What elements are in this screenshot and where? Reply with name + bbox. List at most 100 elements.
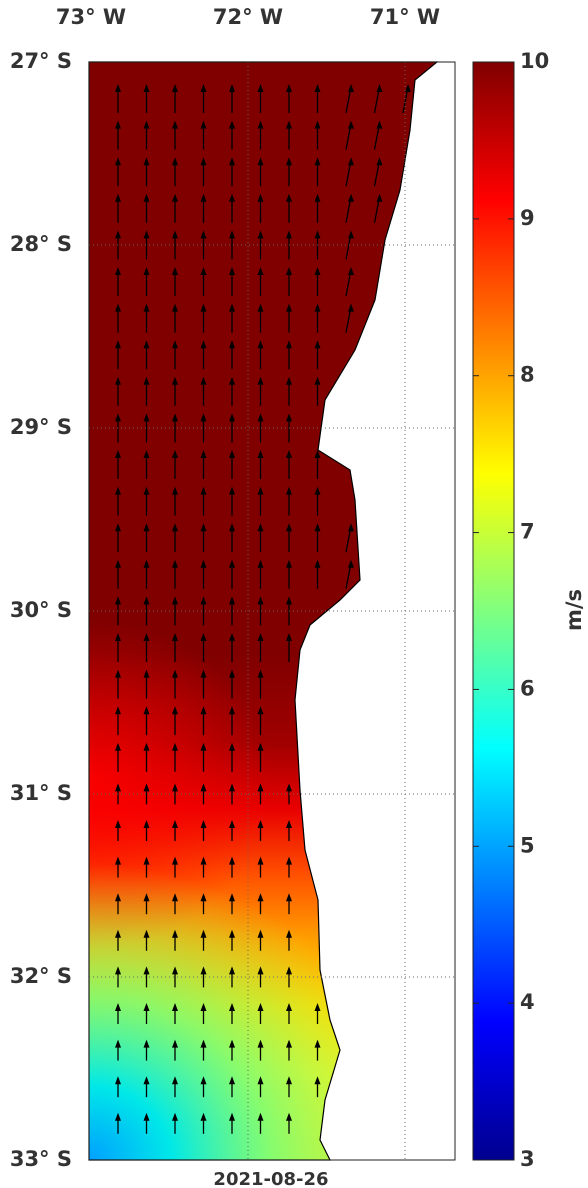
wind-arrow-head xyxy=(286,929,292,938)
wind-arrow-head xyxy=(405,84,411,92)
wind-arrow-head xyxy=(286,1003,292,1011)
grid xyxy=(89,62,455,1160)
wind-arrow-head xyxy=(257,783,264,792)
wind-arrow-head xyxy=(257,413,264,422)
lat-label: 33° S xyxy=(10,1147,72,1171)
wind-arrow-head xyxy=(229,1039,235,1048)
wind-arrow-head xyxy=(348,303,354,312)
wind-arrow-head xyxy=(257,742,264,751)
lat-label: 27° S xyxy=(10,49,72,73)
wind-arrow-head xyxy=(172,303,178,312)
wind-arrow-head xyxy=(115,596,121,605)
wind-arrow-head xyxy=(172,486,178,495)
wind-arrow-head xyxy=(286,633,292,641)
colorbar xyxy=(472,61,515,1161)
wind-arrow-head xyxy=(172,559,178,568)
wind-arrow-head xyxy=(200,742,207,751)
wind-arrow-head xyxy=(200,486,207,495)
wind-arrow-head xyxy=(143,1076,150,1085)
wind-arrow-head xyxy=(200,340,207,349)
wind-arrow-head xyxy=(286,820,292,828)
wind-arrow-head xyxy=(200,84,207,92)
wind-arrow-head xyxy=(200,783,207,792)
wind-arrow-head xyxy=(115,157,121,166)
wind-arrow-head xyxy=(200,523,207,532)
wind-arrow-head xyxy=(229,633,235,641)
lat-label: 32° S xyxy=(10,964,72,988)
wind-arrow-head xyxy=(143,1039,150,1048)
wind-arrow-head xyxy=(143,450,150,458)
wind-arrow-head xyxy=(229,820,235,828)
wind-arrow-head xyxy=(143,559,150,568)
lat-label: 28° S xyxy=(10,232,72,256)
wind-arrow-head xyxy=(200,376,207,385)
wind-arrow-head xyxy=(143,267,150,275)
wind-arrow-head xyxy=(286,559,292,568)
wind-arrow-head xyxy=(257,193,264,202)
wind-arrow-head xyxy=(257,1076,264,1085)
date-label: 2021-08-26 xyxy=(213,1169,328,1188)
colorbar-tick-label: 5 xyxy=(520,833,535,857)
wind-arrow-head xyxy=(115,929,121,938)
wind-arrow-head xyxy=(200,120,207,129)
wind-arrow-head xyxy=(200,1076,207,1085)
wind-arrow-head xyxy=(172,376,178,385)
wind-arrow-head xyxy=(143,669,150,678)
wind-arrow-head xyxy=(314,303,321,312)
wind-arrow-head xyxy=(257,340,264,349)
wind-arrow-head xyxy=(229,230,235,239)
wind-arrow-head xyxy=(172,523,178,532)
wind-arrow-head xyxy=(115,376,121,385)
wind-arrow-head xyxy=(257,303,264,312)
wind-arrow-head xyxy=(172,230,178,239)
wind-arrow-head xyxy=(143,340,150,349)
wind-arrow-head xyxy=(286,783,292,792)
wind-arrow-head xyxy=(257,120,264,129)
wind-arrow-head xyxy=(200,559,207,568)
wind-arrow-head xyxy=(172,1076,178,1085)
wind-arrow-head xyxy=(257,84,264,92)
wind-arrow-head xyxy=(286,340,292,349)
wind-arrow-head xyxy=(200,193,207,202)
lat-label: 29° S xyxy=(10,415,72,439)
wind-arrow-head xyxy=(348,559,354,568)
wind-arrow-head xyxy=(172,1112,178,1121)
wind-arrow-head xyxy=(229,523,235,532)
wind-arrow-head xyxy=(115,413,121,422)
colorbar-tick-label: 4 xyxy=(520,990,535,1014)
wind-arrow-head xyxy=(115,193,121,202)
wind-arrow-head xyxy=(286,450,292,458)
wind-arrow-head xyxy=(200,303,207,312)
wind-arrow-head xyxy=(314,486,321,495)
wind-arrow-head xyxy=(200,157,207,166)
wind-arrow-head xyxy=(172,84,178,92)
wind-arrow-head xyxy=(172,1039,178,1048)
wind-arrow-head xyxy=(229,413,235,422)
wind-arrow-head xyxy=(115,267,121,275)
wind-arrow-head xyxy=(115,1039,121,1048)
wind-arrow-head xyxy=(200,596,207,605)
wind-arrow-head xyxy=(143,742,150,751)
wind-arrow-head xyxy=(286,856,292,865)
wind-arrow-head xyxy=(376,193,383,202)
wind-arrow-head xyxy=(143,1112,150,1121)
coastline xyxy=(88,61,439,1161)
wind-arrow-head xyxy=(229,929,235,938)
wind-arrow-head xyxy=(314,230,321,239)
wind-arrow-head xyxy=(229,742,235,751)
wind-arrow-head xyxy=(172,340,178,349)
wind-arrow-head xyxy=(314,267,321,275)
colorbar-tick-label: 10 xyxy=(520,49,549,73)
wind-arrow-head xyxy=(229,193,235,202)
wind-arrow-head xyxy=(257,856,264,865)
wind-arrow-head xyxy=(286,523,292,532)
wind-arrow-head xyxy=(143,929,150,938)
wind-arrow-head xyxy=(115,742,121,751)
wind-arrow-head xyxy=(314,559,321,568)
wind-arrow-head xyxy=(200,633,207,641)
wind-arrow-head xyxy=(257,559,264,568)
wind-arrow-head xyxy=(200,1003,207,1011)
wind-arrow-head xyxy=(348,523,354,532)
lat-label: 30° S xyxy=(10,598,72,622)
